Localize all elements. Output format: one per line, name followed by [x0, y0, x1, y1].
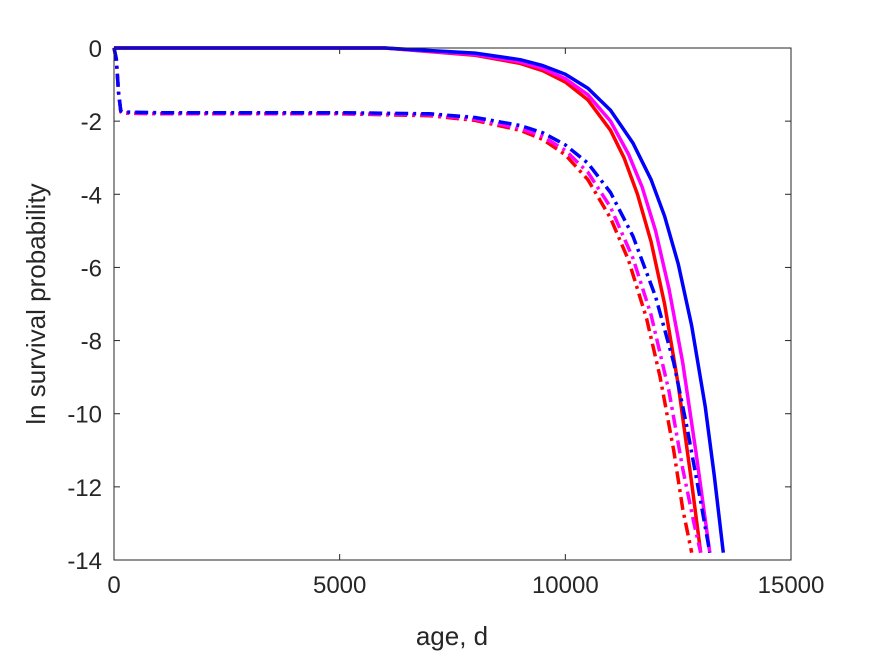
y-tick-label-5: -8 [81, 329, 102, 356]
ticks-layer: 0 5000 10000 15000 0 -2 -4 -6 -8 -10 -12 -14 [67, 36, 824, 599]
plot-frame [113, 47, 792, 561]
y-tick-label-8: -14 [67, 548, 102, 575]
x-tick-label-3: 10000 [532, 572, 599, 599]
plot-area [114, 48, 791, 560]
y-tick-label-1: 0 [89, 36, 102, 63]
y-tick-label-6: -10 [67, 402, 102, 429]
x-axis-label: age, d [416, 621, 488, 651]
y-tick-label-4: -6 [81, 255, 102, 282]
series-layer [112, 46, 726, 554]
series-line-3 [114, 46, 726, 553]
x-tick-label-4: 15000 [758, 572, 825, 599]
x-tick-label-1: 0 [107, 572, 120, 599]
y-tick-label-2: -2 [81, 109, 102, 136]
y-axis-label: ln survival probability [21, 183, 51, 424]
series-line-6 [112, 47, 712, 554]
x-tick-label-2: 5000 [313, 572, 366, 599]
y-tick-label-7: -12 [67, 475, 102, 502]
y-tick-label-3: -4 [81, 182, 102, 209]
